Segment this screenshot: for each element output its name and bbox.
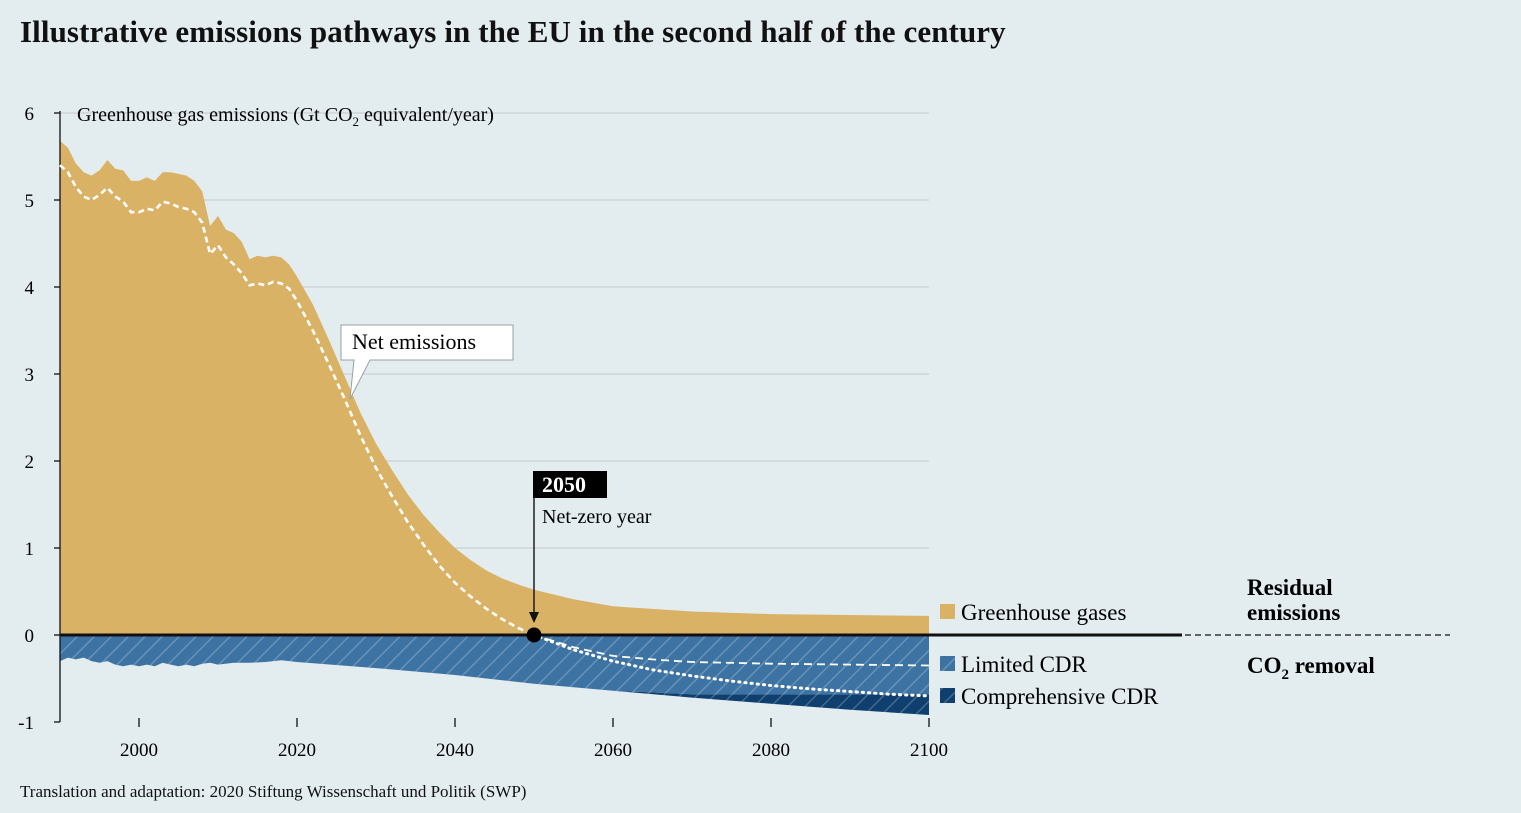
limited-cdr-hatch: [60, 635, 929, 695]
legend: Greenhouse gases Limited CDR Comprehensive…: [940, 575, 1375, 709]
legend-limited-cdr-label: Limited CDR: [961, 652, 1088, 677]
legend-comprehensive-cdr: Comprehensive CDR: [940, 684, 1159, 709]
x-tick-label-2040: 2040: [436, 740, 474, 761]
y-tick-label-6: 6: [25, 104, 35, 125]
residual-emissions-label-line1: Residual: [1247, 575, 1333, 600]
net-emissions-label: Net emissions: [352, 329, 476, 354]
greenhouse-gases-area: [60, 140, 929, 636]
limited-cdr-net-line: [533, 634, 930, 667]
chart-title: Illustrative emissions pathways in the E…: [20, 14, 1006, 49]
axes: -1 0 1 2 3 4 5 6 2000 2020 2040 2060 2080 2100 Greenho…: [18, 104, 1450, 761]
callout-box: [340, 324, 514, 400]
net-emissions-callout: Net emissions: [340, 324, 514, 400]
y-tick-label-2: 2: [25, 452, 35, 473]
y-tick-label-4: 4: [25, 278, 35, 299]
y-tick-label-3: 3: [25, 365, 35, 386]
annotations: Net emissions 2050 Net-zero year: [340, 324, 652, 643]
co2-removal-label: CO2 removal: [1247, 653, 1375, 683]
net-zero-arrowhead: [529, 612, 539, 623]
comprehensive-cdr-net-line: [532, 633, 931, 698]
legend-comprehensive-cdr-swatch-hatch: [940, 688, 955, 703]
line-layer: [59, 164, 931, 698]
net-zero-point: [526, 627, 542, 643]
net-zero-marker: 2050 Net-zero year: [526, 471, 652, 643]
x-tick-label-2020: 2020: [278, 740, 316, 761]
x-tick-label-2060: 2060: [594, 740, 632, 761]
x-tick-label-2080: 2080: [752, 740, 790, 761]
y-tick-label-1: 1: [25, 539, 35, 560]
net-zero-year: 2050: [542, 472, 586, 497]
legend-greenhouse-gases-swatch: [940, 604, 955, 619]
y-tick-label--1: -1: [18, 713, 34, 734]
legend-greenhouse-gases: Greenhouse gases: [940, 600, 1126, 625]
legend-greenhouse-gases-label: Greenhouse gases: [961, 600, 1126, 625]
comprehensive-cdr-hatch: [534, 683, 929, 715]
legend-comprehensive-cdr-label: Comprehensive CDR: [961, 684, 1159, 709]
y-tick-label-5: 5: [25, 191, 35, 212]
net-zero-label: Net-zero year: [542, 506, 652, 528]
y-axis-label: Greenhouse gas emissions (Gt CO2 equival…: [77, 104, 494, 129]
x-tick-label-2000: 2000: [120, 740, 158, 761]
footer-credit: Translation and adaptation: 2020 Stiftun…: [20, 782, 527, 801]
net-zero-year-badge: [533, 471, 607, 498]
net-emissions-line: [59, 164, 535, 637]
y-tick-label-0: 0: [25, 626, 35, 647]
legend-limited-cdr: Limited CDR: [940, 652, 1088, 677]
x-tick-label-2100: 2100: [910, 740, 948, 761]
legend-limited-cdr-swatch-hatch: [940, 656, 955, 671]
residual-emissions-label-line2: emissions: [1247, 600, 1340, 625]
area-layer: [60, 140, 929, 715]
